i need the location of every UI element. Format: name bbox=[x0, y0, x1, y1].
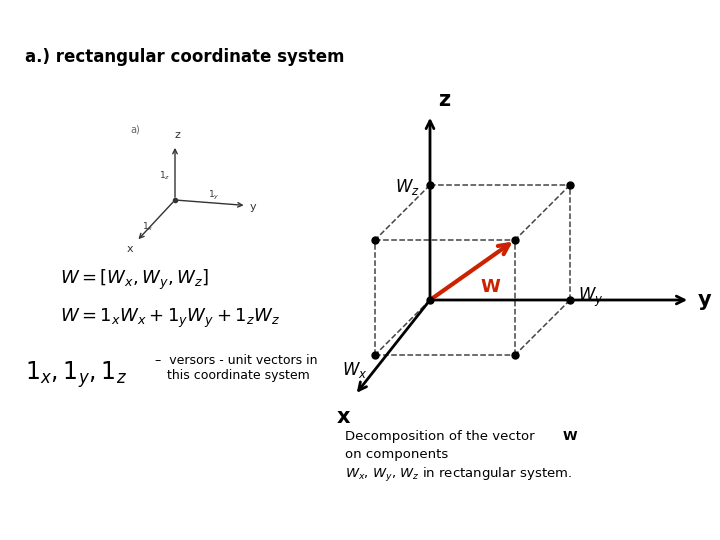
Text: $W = 1_x W_x + 1_y W_y + 1_z W_z$: $W = 1_x W_x + 1_y W_y + 1_z W_z$ bbox=[60, 306, 280, 329]
Text: $W_y$: $W_y$ bbox=[578, 286, 603, 308]
Text: $W = \left[W_x, W_y, W_z\right]$: $W = \left[W_x, W_y, W_z\right]$ bbox=[60, 268, 210, 292]
Text: y: y bbox=[698, 290, 711, 310]
Text: on components: on components bbox=[345, 448, 449, 461]
Text: $W_x$, $W_y$, $W_z$ in rectangular system.: $W_x$, $W_y$, $W_z$ in rectangular syste… bbox=[345, 466, 572, 484]
Text: $1_y$: $1_y$ bbox=[208, 189, 220, 202]
Text: z: z bbox=[174, 130, 180, 140]
Text: $1_z$: $1_z$ bbox=[158, 169, 170, 181]
Text: W: W bbox=[563, 430, 577, 443]
Text: x: x bbox=[336, 407, 350, 427]
Text: $1_x$: $1_x$ bbox=[143, 220, 154, 233]
Text: $1_x, 1_y, 1_z$: $1_x, 1_y, 1_z$ bbox=[25, 360, 127, 390]
Text: a): a) bbox=[130, 125, 140, 135]
Text: y: y bbox=[249, 201, 256, 212]
Text: a.) rectangular coordinate system: a.) rectangular coordinate system bbox=[25, 48, 344, 66]
Text: $W_z$: $W_z$ bbox=[395, 177, 420, 197]
Text: z: z bbox=[438, 90, 450, 110]
Text: W: W bbox=[480, 278, 500, 296]
Text: x: x bbox=[127, 244, 134, 254]
Text: Decomposition of the vector: Decomposition of the vector bbox=[345, 430, 539, 443]
Text: $W_x$: $W_x$ bbox=[341, 360, 367, 380]
Text: –  versors - unit vectors in
   this coordinate system: – versors - unit vectors in this coordin… bbox=[155, 354, 318, 382]
